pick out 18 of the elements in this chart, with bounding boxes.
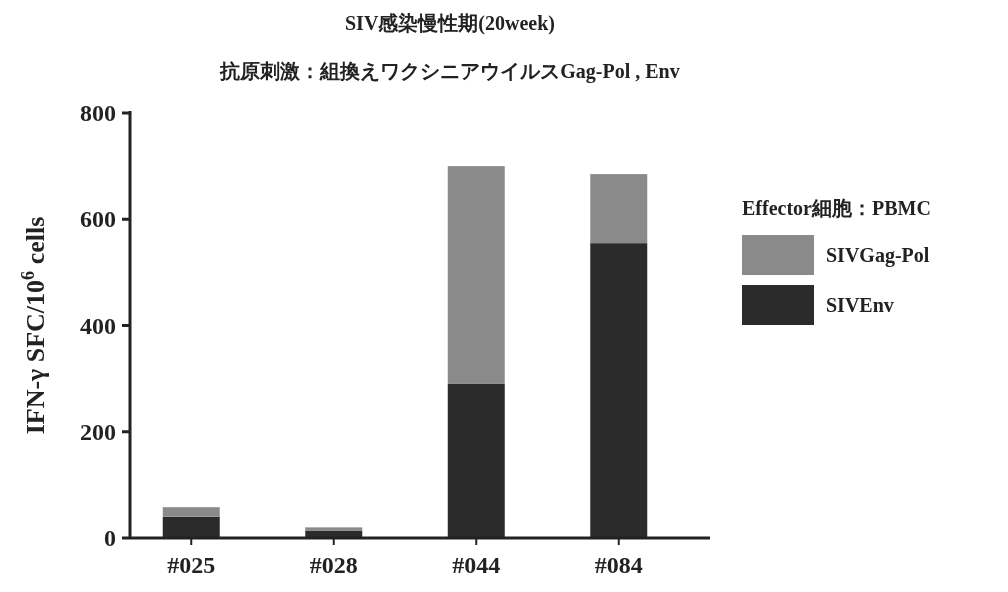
x-tick-label: #084 bbox=[594, 552, 643, 578]
chart-title: SIV感染慢性期(20week) bbox=[345, 12, 555, 35]
y-tick-label: 600 bbox=[80, 206, 116, 233]
bar bbox=[590, 174, 648, 244]
bar bbox=[162, 507, 220, 517]
y-tick-label: 800 bbox=[80, 100, 116, 126]
x-tick-label: #044 bbox=[452, 552, 501, 578]
y-tick-label: 200 bbox=[80, 418, 116, 445]
y-tick-label: 400 bbox=[80, 312, 116, 339]
bar bbox=[305, 527, 363, 531]
x-tick-label: #025 bbox=[167, 552, 216, 578]
chart-subtitle: 抗原刺激：組換えワクシニアウイルスGag-Pol , Env bbox=[219, 60, 680, 83]
y-tick-label: 0 bbox=[104, 525, 116, 551]
legend-title: Effector細胞：PBMC bbox=[742, 197, 931, 219]
bar bbox=[447, 166, 505, 384]
legend-label: SIVEnv bbox=[826, 294, 894, 316]
legend-label: SIVGag-Pol bbox=[826, 244, 930, 267]
x-tick-label: #028 bbox=[309, 552, 358, 578]
